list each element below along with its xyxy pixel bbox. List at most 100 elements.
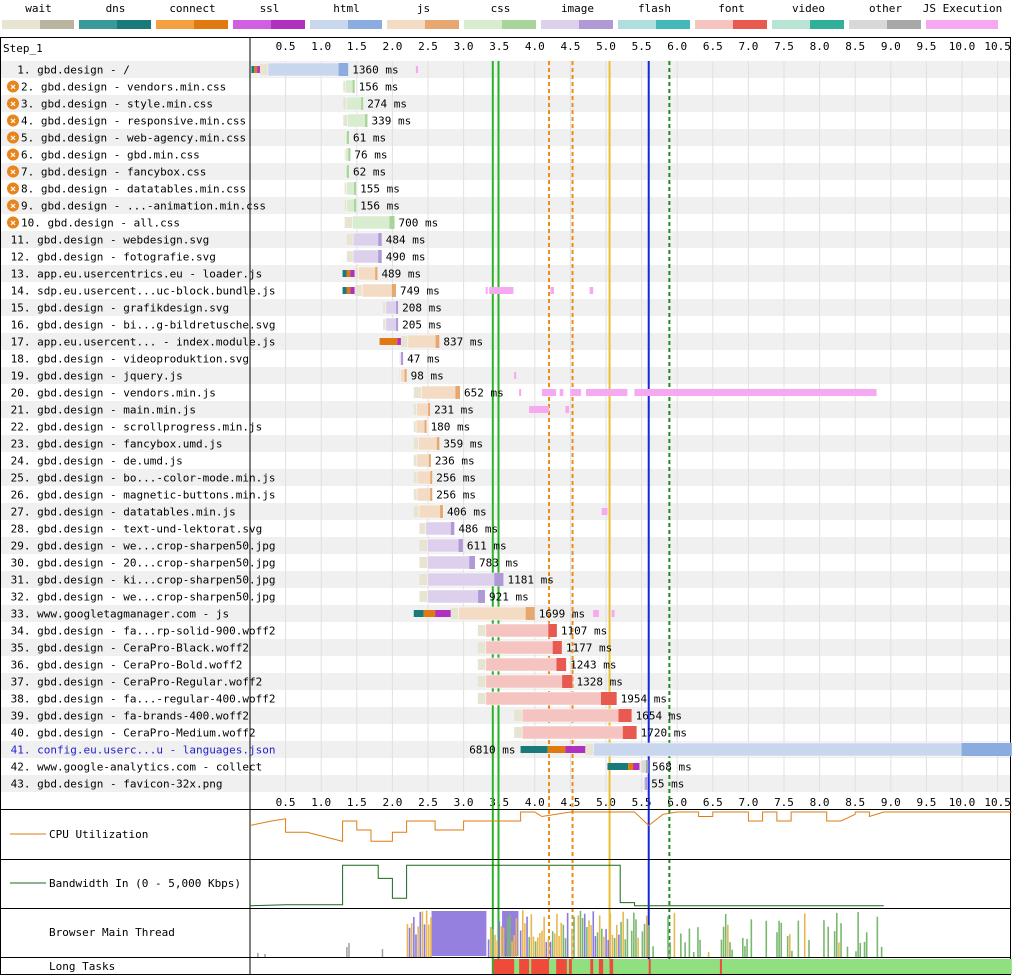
request-label: 11. gbd.design - webdesign.svg: [4, 234, 209, 247]
request-label: 20. gbd.design - vendors.min.js: [4, 387, 216, 400]
request-label: 8. gbd.design - datatables.min.css: [21, 183, 246, 196]
request-duration: 406 ms: [447, 506, 487, 519]
main-thread-tick: [780, 922, 783, 957]
main-thread-label: Browser Main Thread: [49, 926, 175, 939]
warning-icon-glyph: ×: [10, 218, 16, 229]
request-label: 5. gbd.design - web-agency.min.css: [21, 132, 246, 145]
bar-wait: [413, 472, 418, 483]
request-label: 37. gbd.design - CeraPro-Regular.woff2: [4, 676, 262, 689]
step-title: Step_1: [3, 42, 43, 55]
main-thread-tick: [530, 914, 533, 957]
bar-html-receive: [338, 63, 349, 76]
bar-image-receive: [494, 573, 504, 586]
legend-swatch-12: [926, 20, 998, 29]
request-duration: 274 ms: [367, 98, 407, 111]
main-thread-tick: [731, 949, 733, 957]
row-stripe: [1, 129, 1010, 146]
request-label: 32. gbd.design - we...crop-sharpen50.jpg: [4, 591, 276, 604]
phase-dns: [342, 287, 347, 294]
bar-wait: [643, 778, 645, 789]
request-label: 31. gbd.design - ki...crop-sharpen50.jpg: [4, 574, 276, 587]
request-duration: 1107 ms: [561, 625, 607, 638]
legend-label-4: html: [333, 2, 360, 15]
main-thread-tick: [648, 925, 650, 957]
bar-font: [485, 674, 573, 689]
long-task: [590, 959, 594, 974]
bottom-axis-tick: 4.0: [525, 796, 545, 809]
row-stripe: [1, 163, 1010, 180]
bar-font-receive: [622, 726, 637, 739]
main-thread-tick: [521, 910, 524, 957]
legend-swatch-0: [2, 20, 40, 29]
warning-icon-glyph: ×: [10, 133, 16, 144]
bottom-axis-tick: 7.0: [738, 796, 758, 809]
main-thread-tick: [413, 916, 415, 957]
main-thread-tick: [381, 949, 384, 957]
request-duration: 1360 ms: [352, 64, 398, 77]
bar-font: [485, 640, 563, 655]
request-duration: 1243 ms: [570, 659, 616, 672]
main-thread-tick: [833, 931, 836, 957]
request-label: 13. app.eu.usercentrics.eu - loader.js: [4, 268, 262, 281]
phase-dns: [251, 66, 255, 73]
bar-other-receive: [646, 760, 649, 773]
request-duration: 156 ms: [360, 200, 400, 213]
warning-icon: [7, 97, 19, 110]
main-thread-tick: [534, 941, 537, 957]
main-thread-tick: [586, 927, 588, 957]
top-axis-tick: 6.0: [667, 40, 687, 53]
js-execution: [415, 66, 419, 73]
row-stripe: [1, 95, 1010, 112]
request-label: 15. gbd.design - grafikdesign.svg: [4, 302, 229, 315]
bar-js: [418, 436, 440, 451]
bar-wait: [354, 285, 363, 296]
main-thread-tick: [536, 937, 539, 957]
bar-image-receive: [458, 539, 463, 552]
top-axis-tick: 5.5: [632, 40, 652, 53]
request-label: 6. gbd.design - gbd.min.css: [21, 149, 200, 162]
request-duration: 921 ms: [489, 591, 529, 604]
main-thread-tick: [652, 946, 654, 957]
request-duration: 231 ms: [434, 404, 474, 417]
bar-css-receive: [346, 131, 349, 144]
bottom-axis-tick: 9.5: [916, 796, 936, 809]
top-axis-tick: 9.0: [881, 40, 901, 53]
bar-wait: [354, 268, 359, 279]
main-thread-tick: [637, 937, 639, 957]
request-duration: 652 ms: [464, 387, 504, 400]
bar-wait: [343, 81, 346, 92]
request-label: 17. app.eu.usercent... - index.module.js: [4, 336, 276, 349]
request-duration: 1328 ms: [577, 676, 623, 689]
bar-wait: [399, 370, 401, 381]
js-execution: [593, 610, 599, 617]
request-duration: 156 ms: [359, 81, 399, 94]
main-thread-tick: [346, 947, 348, 957]
main-thread-tick: [808, 939, 810, 957]
main-thread-tick: [419, 911, 422, 957]
main-thread-tick: [620, 921, 622, 957]
top-axis-tick: 10.0: [949, 40, 976, 53]
main-thread-tick: [581, 917, 584, 957]
main-thread-tick: [613, 937, 616, 957]
main-thread-tick: [406, 924, 409, 957]
main-thread-tick: [684, 942, 686, 957]
main-thread-tick: [410, 923, 413, 957]
main-thread-tick: [724, 914, 727, 957]
main-thread-tick: [707, 951, 710, 957]
main-thread-tick: [618, 934, 620, 957]
bar-wait: [514, 710, 523, 721]
bar-js-receive: [436, 437, 440, 450]
main-thread-tick: [746, 938, 748, 957]
long-tasks-label: Long Tasks: [49, 960, 115, 973]
legend-swatch-1: [117, 20, 151, 29]
request-label: 34. gbd.design - fa...rp-solid-900.woff2: [4, 625, 276, 638]
bar-wait: [344, 166, 346, 177]
bar-js-receive: [455, 386, 461, 399]
main-thread-tick: [688, 928, 691, 957]
main-thread-tick: [408, 927, 411, 957]
bar-js: [415, 419, 427, 434]
main-thread-tick: [492, 929, 494, 957]
request-duration: 256 ms: [436, 489, 476, 502]
request-label: 27. gbd.design - datatables.min.js: [4, 506, 236, 519]
bar-js: [458, 606, 536, 621]
